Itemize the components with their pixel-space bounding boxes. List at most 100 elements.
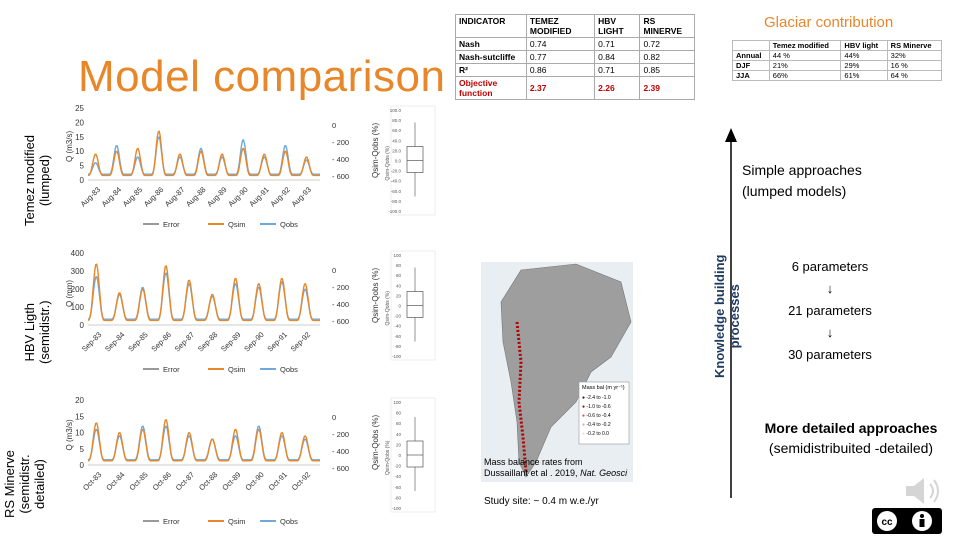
boxplot-tick-label: -60 (394, 334, 401, 339)
table-header: HBV LIGHT (594, 14, 641, 38)
boxplot-tick-label: 60 (396, 273, 402, 278)
y2-tick-label: - 600 (332, 172, 349, 181)
knowledge-building-label: Knowledge building processes (712, 255, 742, 379)
table-cell: 44% (840, 50, 888, 61)
table-header: HBV light (840, 40, 888, 51)
qobs-series-line (88, 136, 320, 175)
table-cell: 0.84 (594, 50, 641, 64)
y-tick-label: 15 (75, 133, 84, 142)
speaker-icon[interactable] (902, 474, 946, 508)
y-tick-label: 0 (80, 176, 85, 185)
x-tick-label: Oct-89 (220, 470, 242, 492)
boxplot-axis-label: Qsim-Qobs (%) (385, 440, 391, 475)
temez-hydrograph-chart: Q (m3/s) 0 5 10 15 20 25 0 - 200 - 400 - 600 Qsim-Q… (65, 104, 436, 229)
table-header: TEMEZ MODIFIED (525, 14, 596, 38)
table-row: JJA 66% 61% 64 % (732, 70, 943, 81)
legend-item: ● -1.0 to -0.6 (582, 404, 611, 410)
y2-axis-label: Qsim-Qobs (%) (371, 268, 380, 323)
x-tick-label: Aug-84 (100, 185, 123, 208)
south-america-map: Mass bal (m yr⁻¹) ● -2.4 to -1.0 ● -1.0 … (481, 262, 633, 482)
row-label-line: Temez modified (22, 134, 37, 226)
table-cell: 2.39 (639, 76, 695, 100)
y2-tick-label: - 200 (332, 138, 349, 147)
boxplot-tick-label: 80 (396, 411, 402, 416)
y-tick-label: 20 (75, 396, 84, 405)
map-legend-title: Mass bal (m yr⁻¹) (582, 385, 625, 391)
x-tick-label: Sep-84 (103, 330, 126, 353)
boxplot-tick-label: -40 (394, 474, 401, 479)
table-cell: 0.74 (525, 37, 596, 51)
x-tick-label: Sep-89 (219, 330, 242, 353)
row-label-rsminerve: RS Minerve (semidistr. detailed) (2, 450, 47, 518)
parameter-item: 21 parameters (788, 303, 872, 318)
table-header (732, 40, 770, 51)
y-axis-label: Q (mm) (65, 280, 74, 307)
y2-tick-label: - 200 (332, 283, 349, 292)
boxplot-tick-label: 0.0 (395, 159, 402, 164)
legend-item: ● -2.4 to -1.0 (582, 395, 611, 401)
y2-axis-label: Qsim-Qobs (%) (371, 415, 380, 470)
y-tick-label: 25 (75, 104, 84, 113)
y2-tick-label: - 400 (332, 155, 349, 164)
boxplot-tick-label: -20 (394, 464, 401, 469)
table-row: R² 0.86 0.71 0.85 (455, 63, 695, 77)
simple-approaches-text: Simple approaches (lumped models) (742, 160, 862, 202)
table-cell: DJF (732, 60, 770, 71)
table-cell: 0.72 (639, 37, 695, 51)
text-line: More detailed approaches (764, 420, 938, 436)
boxplot-tick-label: 60 (396, 421, 402, 426)
table-cell: 29% (840, 60, 888, 71)
table-cell: 2.26 (594, 76, 641, 100)
boxplot-tick-label: -40.0 (391, 179, 402, 184)
boxplot-tick-label: 40 (396, 283, 402, 288)
boxplot-tick-label: -80.0 (391, 199, 402, 204)
boxplot-box (406, 440, 424, 468)
glacier-table: Temez modified HBV light RS Minerve Annu… (732, 40, 943, 81)
y2-tick-label: 0 (332, 413, 336, 422)
cc-by-icon: cc (877, 511, 932, 531)
parameter-item: 6 parameters (791, 259, 869, 274)
y-tick-label: 400 (71, 249, 85, 258)
boxplot-tick-label: 100.0 (390, 108, 402, 113)
legend-label: -1.0 to -0.6 (586, 404, 611, 410)
study-site-text: Study site: ~ 0.4 m w.e./yr (484, 496, 599, 507)
text-line: Simple approaches (742, 162, 862, 178)
y-tick-label: 300 (71, 267, 85, 276)
x-tick-label: Oct-90 (243, 470, 265, 492)
table-cell: 2.37 (525, 76, 596, 100)
legend-label: Error (163, 365, 180, 374)
x-tick-label: Sep-86 (149, 330, 172, 353)
y-tick-label: 20 (75, 118, 84, 127)
table-cell: 21% (768, 60, 842, 71)
boxplot-tick-label: 80.0 (392, 118, 401, 123)
x-tick-label: Aug-90 (226, 185, 249, 208)
qsim-series-line (87, 130, 320, 177)
caption-citation: Nat. Geosci (580, 468, 628, 478)
table-cell: 32% (886, 50, 943, 61)
x-tick-label: Sep-87 (173, 330, 196, 353)
y2-tick-label: - 400 (332, 447, 349, 456)
y-tick-label: 15 (75, 412, 84, 421)
legend-label: Qobs (280, 517, 298, 526)
table-cell: 0.77 (525, 50, 596, 64)
boxplot-tick-label: -80 (394, 495, 401, 500)
boxplot-tick-label: -40 (394, 324, 401, 329)
legend-label: -0.6 to -0.4 (586, 413, 611, 419)
legend-label: Error (163, 517, 180, 526)
y2-tick-label: - 600 (332, 317, 349, 326)
parameter-item: 30 parameters (788, 347, 872, 362)
table-row: Nash-sutcliffe 0.77 0.84 0.82 (455, 50, 695, 64)
x-tick-label: Oct-87 (174, 470, 196, 492)
table-row: DJF 21% 29% 16 % (732, 60, 943, 71)
page-title: Model comparison (78, 52, 446, 101)
boxplot-tick-label: 40.0 (392, 138, 401, 143)
map-graphic (481, 262, 633, 482)
table-cell: 0.71 (594, 37, 641, 51)
y-axis-label: Q (m3/s) (65, 131, 74, 162)
boxplot-tick-label: 20 (396, 293, 402, 298)
text-line: (lumped models) (742, 183, 847, 199)
boxplot-tick-label: 20.0 (392, 148, 401, 153)
table-cell: Nash (455, 37, 527, 51)
table-header-row: INDICATOR TEMEZ MODIFIED HBV LIGHT RS MI… (455, 14, 695, 38)
boxplot-axis-label: Qsim-Qobs (%) (385, 146, 391, 181)
